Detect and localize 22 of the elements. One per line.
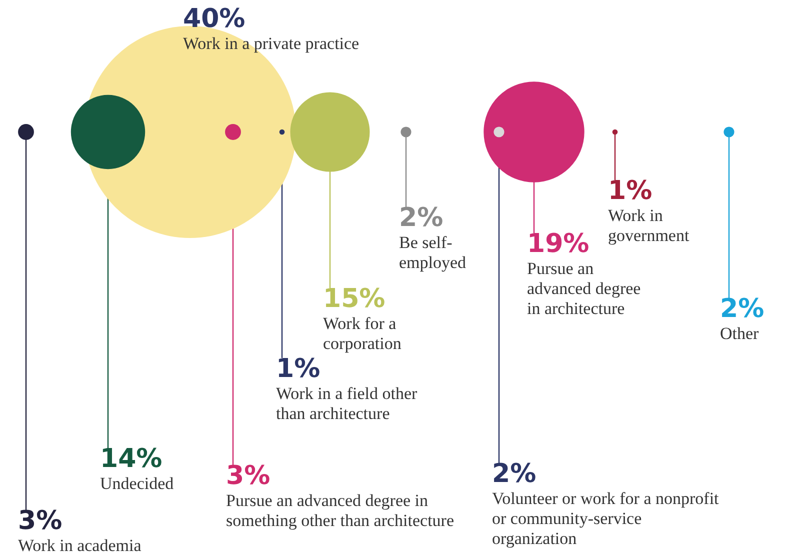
data-label: 2% (720, 294, 766, 324)
category-label: Volunteer or work for a nonprofit or community-service organization (492, 489, 720, 549)
category-label: Work in a private practice (183, 34, 360, 54)
category-label: Other (720, 324, 760, 344)
data-label: 19% (527, 229, 590, 259)
data-label: 3% (18, 506, 64, 536)
category-label: Work in government (608, 206, 690, 246)
data-label: 2% (492, 459, 538, 489)
data-label: 14% (100, 444, 162, 474)
category-label: Pursue an advanced degree in architecture (527, 259, 642, 319)
data-label: 2% (399, 203, 444, 233)
data-label: 1% (608, 176, 654, 206)
data-label: 3% (226, 461, 272, 491)
data-label: 1% (276, 354, 322, 384)
data-label: 40% (183, 4, 246, 34)
category-label: Undecided (100, 474, 174, 493)
category-label: Work for a corporation (323, 314, 402, 354)
category-label: Work in a field other than architecture (276, 384, 418, 424)
data-label: 15% (323, 284, 386, 314)
category-label: Work in academia (18, 536, 142, 556)
category-label: Be self-employed (399, 233, 468, 273)
category-label: Pursue an advanced degree in something other than architecture (226, 491, 455, 531)
